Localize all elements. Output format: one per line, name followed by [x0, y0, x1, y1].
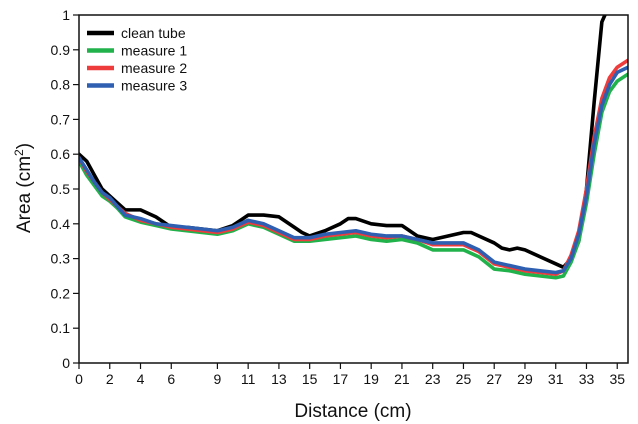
series-line-1 [79, 15, 607, 270]
plot-lines [79, 15, 628, 280]
x-tick-label: 31 [548, 371, 564, 387]
x-axis-ticks: 0 2 4 6 9 11 13 15 17 19 21 23 25 27 29 31 33 35 [75, 363, 625, 387]
x-tick-label: 15 [302, 371, 318, 387]
x-tick-label: 4 [137, 371, 145, 387]
y-axis-ticks: 0 0.1 0.2 0.3 0.4 0.5 0.6 0.7 0.8 0.9 1 [51, 7, 79, 371]
y-tick-label: 0.9 [51, 42, 71, 58]
y-tick-label: 0.5 [51, 181, 71, 197]
x-tick-label: 17 [333, 371, 349, 387]
legend-label: measure 1 [121, 43, 187, 59]
y-tick-label: 0.2 [51, 285, 71, 301]
x-tick-label: 29 [517, 371, 533, 387]
x-tick-label: 19 [363, 371, 379, 387]
legend-label: measure 3 [121, 78, 187, 94]
y-tick-label: 0.7 [51, 111, 71, 127]
y-tick-label: 0.3 [51, 251, 71, 267]
y-axis-label-superscript: 2 [12, 149, 26, 156]
x-tick-label: 6 [167, 371, 175, 387]
y-tick-label: 0.6 [51, 146, 71, 162]
x-tick-label: 35 [609, 371, 625, 387]
y-axis-label-close: ) [14, 143, 35, 149]
x-tick-label: 23 [425, 371, 441, 387]
x-tick-label: 9 [214, 371, 222, 387]
x-tick-label: 2 [106, 371, 114, 387]
y-axis-label: Area (cm2) [12, 143, 35, 233]
y-tick-label: 1 [62, 7, 70, 23]
series-line-4 [79, 65, 628, 275]
x-axis-label: Distance (cm) [294, 401, 411, 422]
x-tick-label: 33 [579, 371, 595, 387]
x-tick-label: 11 [241, 371, 256, 387]
x-tick-label: 13 [271, 371, 287, 387]
x-tick-label: 25 [456, 371, 472, 387]
y-tick-label: 0.8 [51, 77, 71, 93]
y-tick-label: 0.1 [51, 320, 71, 336]
series-line-2 [79, 72, 628, 280]
x-tick-label: 27 [486, 371, 502, 387]
legend-label: measure 2 [121, 60, 187, 76]
legend-label: clean tube [121, 25, 186, 41]
y-tick-label: 0.4 [51, 216, 71, 232]
y-tick-label: 0 [62, 355, 70, 371]
x-tick-label: 0 [75, 371, 83, 387]
y-axis-label-main: Area (cm [14, 156, 35, 233]
x-tick-label: 21 [394, 371, 410, 387]
